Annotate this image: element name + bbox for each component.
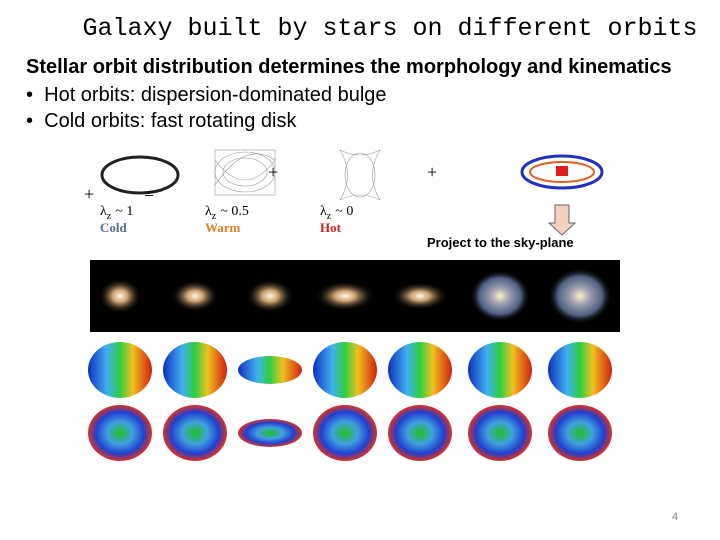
velocity-map bbox=[313, 342, 377, 398]
operator: = bbox=[144, 184, 154, 204]
orbit-panel bbox=[339, 149, 381, 201]
orbit-label: Warm bbox=[205, 220, 241, 235]
page-number: 4 bbox=[672, 511, 678, 523]
bullet: • Cold orbits: fast rotating disk bbox=[26, 110, 297, 132]
velocity-map bbox=[468, 342, 532, 398]
symbol: λ bbox=[205, 204, 212, 219]
orbit-parameter: λz ~ 0 bbox=[320, 204, 353, 222]
value: ~ 1 bbox=[115, 204, 133, 219]
orbit-label: Cold bbox=[100, 220, 128, 235]
dispersion-map bbox=[548, 405, 612, 461]
galaxy-image bbox=[470, 270, 530, 322]
lead-text: Stellar orbit distribution determines th… bbox=[26, 56, 672, 78]
velocity-map bbox=[388, 342, 452, 398]
galaxy-image bbox=[171, 280, 219, 312]
bullet-text: Hot orbits: dispersion-dominated bulge bbox=[44, 84, 387, 106]
dispersion-map bbox=[313, 405, 377, 461]
orbit-parameter: λz ~ 1 bbox=[100, 204, 133, 222]
symbol: λ bbox=[100, 204, 107, 219]
galaxy-image bbox=[98, 278, 142, 314]
operator: + bbox=[427, 162, 437, 182]
operator: + bbox=[268, 162, 278, 182]
velocity-map bbox=[88, 342, 152, 398]
galaxy-image bbox=[548, 268, 612, 324]
dispersion-map bbox=[88, 405, 152, 461]
projection-caption: Project to the sky-plane bbox=[427, 235, 574, 250]
galaxy-image bbox=[392, 282, 448, 310]
bullet: • Hot orbits: dispersion-dominated bulge bbox=[26, 84, 387, 106]
orbit-panel bbox=[100, 155, 180, 195]
value: ~ 0.5 bbox=[220, 204, 249, 219]
velocity-map bbox=[238, 356, 302, 384]
dispersion-map bbox=[163, 405, 227, 461]
value: ~ 0 bbox=[335, 204, 353, 219]
orbit-parameter: λz ~ 0.5 bbox=[205, 204, 249, 222]
dispersion-map bbox=[238, 419, 302, 447]
symbol: λ bbox=[320, 204, 327, 219]
velocity-map bbox=[163, 342, 227, 398]
velocity-map bbox=[548, 342, 612, 398]
dispersion-map bbox=[468, 405, 532, 461]
bullet-text: Cold orbits: fast rotating disk bbox=[44, 110, 297, 132]
slide-title: Galaxy built by stars on different orbit… bbox=[82, 14, 698, 43]
dispersion-map bbox=[388, 405, 452, 461]
orbit-label: Hot bbox=[320, 220, 342, 235]
subscript: z bbox=[212, 211, 217, 222]
galaxy-image bbox=[246, 279, 294, 313]
orbit-panel bbox=[214, 149, 276, 196]
subscript: z bbox=[107, 211, 112, 222]
operator: + bbox=[84, 184, 94, 204]
orbit-panel bbox=[520, 154, 604, 236]
galaxy-image bbox=[315, 281, 375, 311]
subscript: z bbox=[327, 211, 332, 222]
